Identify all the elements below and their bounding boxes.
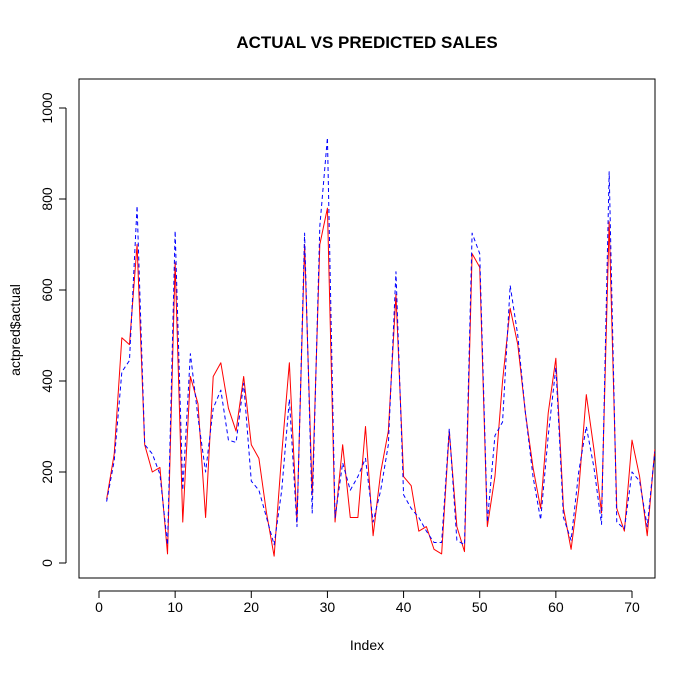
y-tick-label: 200: [39, 460, 55, 484]
x-tick-label: 0: [95, 599, 103, 615]
x-tick-label: 30: [320, 599, 336, 615]
series-layer: [106, 137, 655, 557]
y-tick-label: 400: [39, 369, 55, 393]
chart-title: ACTUAL VS PREDICTED SALES: [236, 33, 497, 52]
x-tick-label: 60: [548, 599, 564, 615]
x-tick-label: 70: [624, 599, 640, 615]
x-tick-label: 20: [243, 599, 259, 615]
y-tick-label: 1000: [39, 92, 55, 123]
actual-series-line: [106, 207, 655, 557]
y-tick-label: 600: [39, 278, 55, 302]
x-axis: 0 10 20 30 40 50 60 70: [95, 590, 640, 615]
y-tick-label: 800: [39, 187, 55, 211]
plot-frame: [78, 78, 656, 579]
y-tick-label: 0: [39, 559, 55, 567]
x-tick-label: 50: [472, 599, 488, 615]
x-tick-label: 10: [167, 599, 183, 615]
x-axis-label: Index: [350, 637, 384, 653]
predicted-series-line: [106, 137, 655, 546]
y-axis-label: actpred$actual: [7, 284, 23, 376]
y-axis: 0 200 400 600 800 1000: [39, 92, 67, 567]
x-tick-label: 40: [396, 599, 412, 615]
